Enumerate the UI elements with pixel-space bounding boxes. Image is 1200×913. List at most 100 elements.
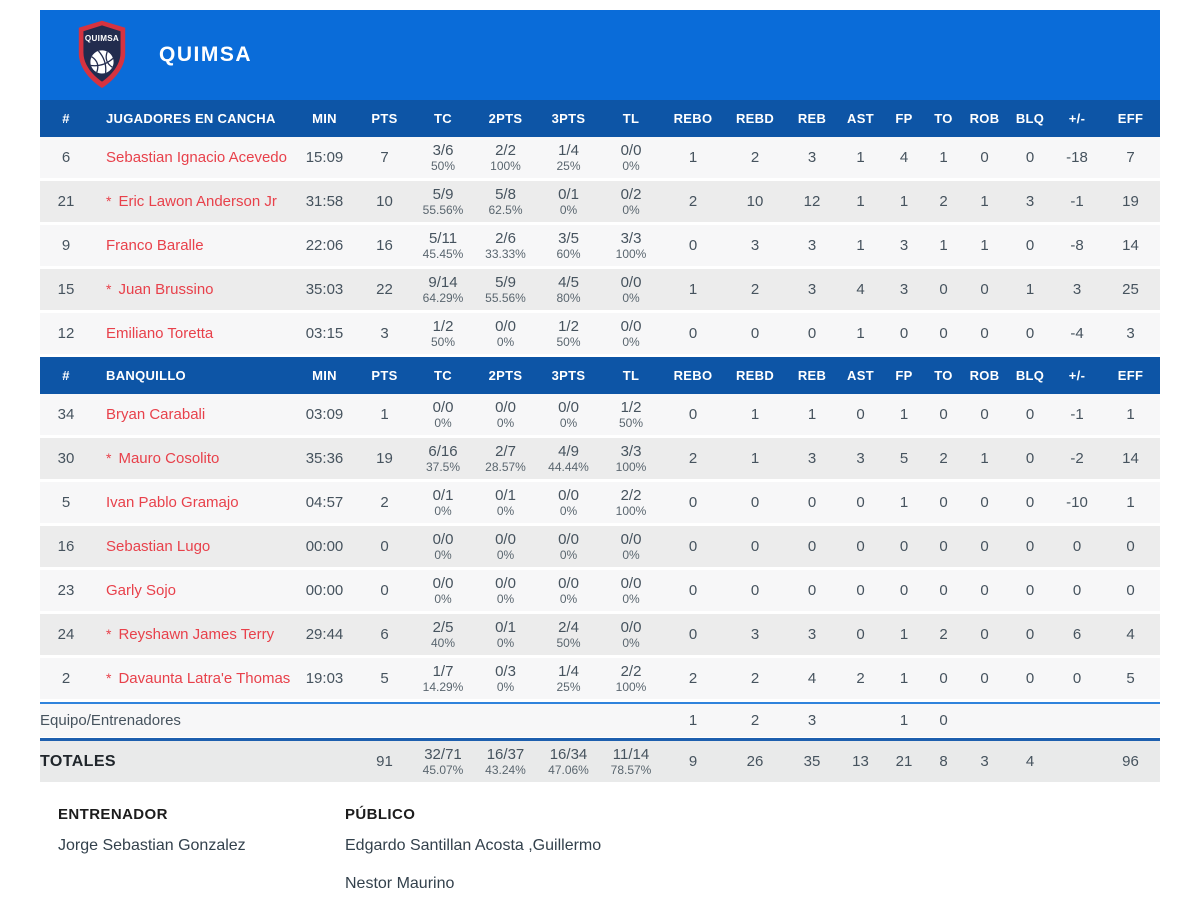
cell-to: 0	[939, 582, 948, 599]
on-court-header-row: # JUGADORES EN CANCHA MIN PTS TC 2PTS 3PTS TL RE…	[40, 100, 1160, 137]
cell-pm: -1	[1070, 406, 1084, 423]
shot-percentage: 0%	[622, 159, 640, 173]
cell-p3: 4/5 80%	[537, 269, 600, 310]
cell-tc: 0/0 0%	[412, 394, 474, 435]
cell-ast: 1	[856, 325, 865, 342]
cell-fp: 1	[899, 494, 909, 511]
cell-ast: 1	[856, 149, 865, 166]
cell-tl: 0/0 0%	[600, 570, 662, 611]
cell-pm: 3	[1072, 281, 1082, 298]
shot-made-attempts: 0/0	[432, 399, 454, 416]
shot-percentage: 0%	[434, 592, 452, 606]
quimsa-logo-icon: QUIMSA	[78, 20, 126, 89]
col-header-blq: BLQ	[1015, 111, 1045, 126]
coach-label: ENTRENADOR	[58, 806, 168, 823]
cell-p3: 1/2 50%	[537, 313, 600, 354]
cell-to: 0	[939, 406, 948, 423]
shot-made-attempts: 32/71	[424, 746, 462, 763]
player-name[interactable]: Eric Lawon Anderson Jr	[118, 193, 277, 210]
player-row: 15 * Juan Brussino 35:03 22 9/14 64.29% 5/9 55.5…	[40, 269, 1160, 313]
cell-num: 30	[57, 450, 75, 467]
cell-reb: 0	[807, 494, 817, 511]
player-name[interactable]: Reyshawn James Terry	[118, 626, 275, 643]
shot-percentage: 0%	[622, 548, 640, 562]
cell-rob: 0	[980, 325, 989, 342]
cell-p3: 0/0 0%	[537, 394, 600, 435]
player-name[interactable]: Bryan Carabali	[106, 406, 206, 423]
cell-reb: 3	[807, 626, 817, 643]
player-row: 24 * Reyshawn James Terry 29:44 6 2/5 40% 0/1 0%…	[40, 614, 1160, 658]
shot-percentage: 55.56%	[422, 203, 464, 217]
cell-num: 9	[61, 237, 71, 254]
col-header-min: MIN	[312, 368, 337, 383]
shot-percentage: 40%	[430, 636, 456, 650]
cell-fp: 3	[899, 281, 909, 298]
cell-min: 35:03	[305, 281, 344, 298]
cell-blq: 0	[1025, 538, 1035, 555]
cell-p2: 2/2 100%	[474, 137, 537, 178]
shot-percentage: 100%	[490, 159, 521, 173]
col-header-num: #	[62, 368, 70, 383]
cell-rob	[962, 717, 1007, 725]
cell-p3: 0/0 0%	[537, 482, 600, 523]
on-court-rows: 6 Sebastian Ignacio Acevedo 15:09 7 3/6 50% 2/…	[40, 137, 1160, 357]
shot-made-attempts: 0/1	[495, 619, 516, 636]
player-name[interactable]: Sebastian Lugo	[106, 538, 211, 555]
cell-rebd: 3	[750, 626, 760, 643]
player-name[interactable]: Juan Brussino	[118, 281, 214, 298]
cell-blq: 0	[1025, 325, 1035, 342]
cell-rebo: 9	[688, 753, 698, 770]
cell-name: Bryan Carabali	[92, 401, 292, 428]
cell-rob: 1	[980, 193, 989, 210]
cell-p2: 5/9 55.56%	[474, 269, 537, 310]
cell-tl: 0/0 0%	[600, 313, 662, 354]
player-name[interactable]: Emiliano Toretta	[106, 325, 214, 342]
cell-rob: 0	[980, 281, 989, 298]
cell-eff: 14	[1122, 237, 1139, 254]
starter-mark-icon: *	[106, 281, 112, 297]
player-row: 2 * Davaunta Latra'e Thomas 19:03 5 1/7 14.29%…	[40, 658, 1160, 702]
col-header-ast: AST	[847, 111, 874, 126]
player-name[interactable]: Franco Baralle	[106, 237, 204, 254]
cell-p2: 2/7 28.57%	[474, 438, 537, 479]
cell-rebd: 26	[746, 753, 764, 770]
shot-percentage: 0%	[434, 416, 452, 430]
cell-ast: 0	[856, 494, 865, 511]
player-name[interactable]: Sebastian Ignacio Acevedo	[106, 149, 287, 166]
player-name[interactable]: Garly Sojo	[106, 582, 177, 599]
shot-made-attempts: 3/3	[620, 230, 642, 247]
cell-rebo: 2	[688, 670, 698, 687]
shot-made-attempts: 0/1	[495, 487, 516, 504]
shot-made-attempts: 0/0	[620, 142, 642, 159]
cell-blq: 3	[1025, 193, 1035, 210]
player-row: 30 * Mauro Cosolito 35:36 19 6/16 37.5% 2/7 28.5…	[40, 438, 1160, 482]
cell-tc: 3/6 50%	[412, 137, 474, 178]
shot-made-attempts: 4/9	[558, 443, 579, 460]
cell-blq: 1	[1025, 281, 1035, 298]
shot-percentage: 0%	[622, 291, 640, 305]
cell-p3: 0/0 0%	[537, 526, 600, 567]
cell-rebo: 1	[688, 149, 698, 166]
cell-reb: 3	[807, 237, 817, 254]
shot-made-attempts: 0/0	[558, 399, 579, 416]
shot-percentage: 0%	[496, 548, 515, 562]
player-name[interactable]: Davaunta Latra'e Thomas	[118, 670, 291, 687]
shot-percentage: 33.33%	[485, 247, 526, 261]
player-row: 34 Bryan Carabali 03:09 1 0/0 0% 0/0 0% 0/0 0% 1/2…	[40, 394, 1160, 438]
player-name[interactable]: Ivan Pablo Gramajo	[106, 494, 239, 511]
cell-min: 00:00	[305, 538, 344, 555]
shot-made-attempts: 0/0	[620, 619, 642, 636]
cell-blq: 0	[1025, 406, 1035, 423]
shot-made-attempts: 3/6	[432, 142, 454, 159]
cell-reb: 4	[807, 670, 817, 687]
shot-made-attempts: 3/5	[558, 230, 579, 247]
shot-made-attempts: 4/5	[558, 274, 579, 291]
shot-percentage: 100%	[615, 680, 647, 694]
cell-rebo: 0	[688, 325, 698, 342]
col-header-p2: 2PTS	[488, 368, 523, 383]
col-header-eff: EFF	[1117, 368, 1144, 383]
team-coaches-label: Equipo/Entrenadores	[40, 712, 181, 729]
cell-tc: 32/71 45.07%	[412, 742, 474, 781]
cell-rebd: 2	[750, 281, 760, 298]
player-name[interactable]: Mauro Cosolito	[118, 450, 220, 467]
